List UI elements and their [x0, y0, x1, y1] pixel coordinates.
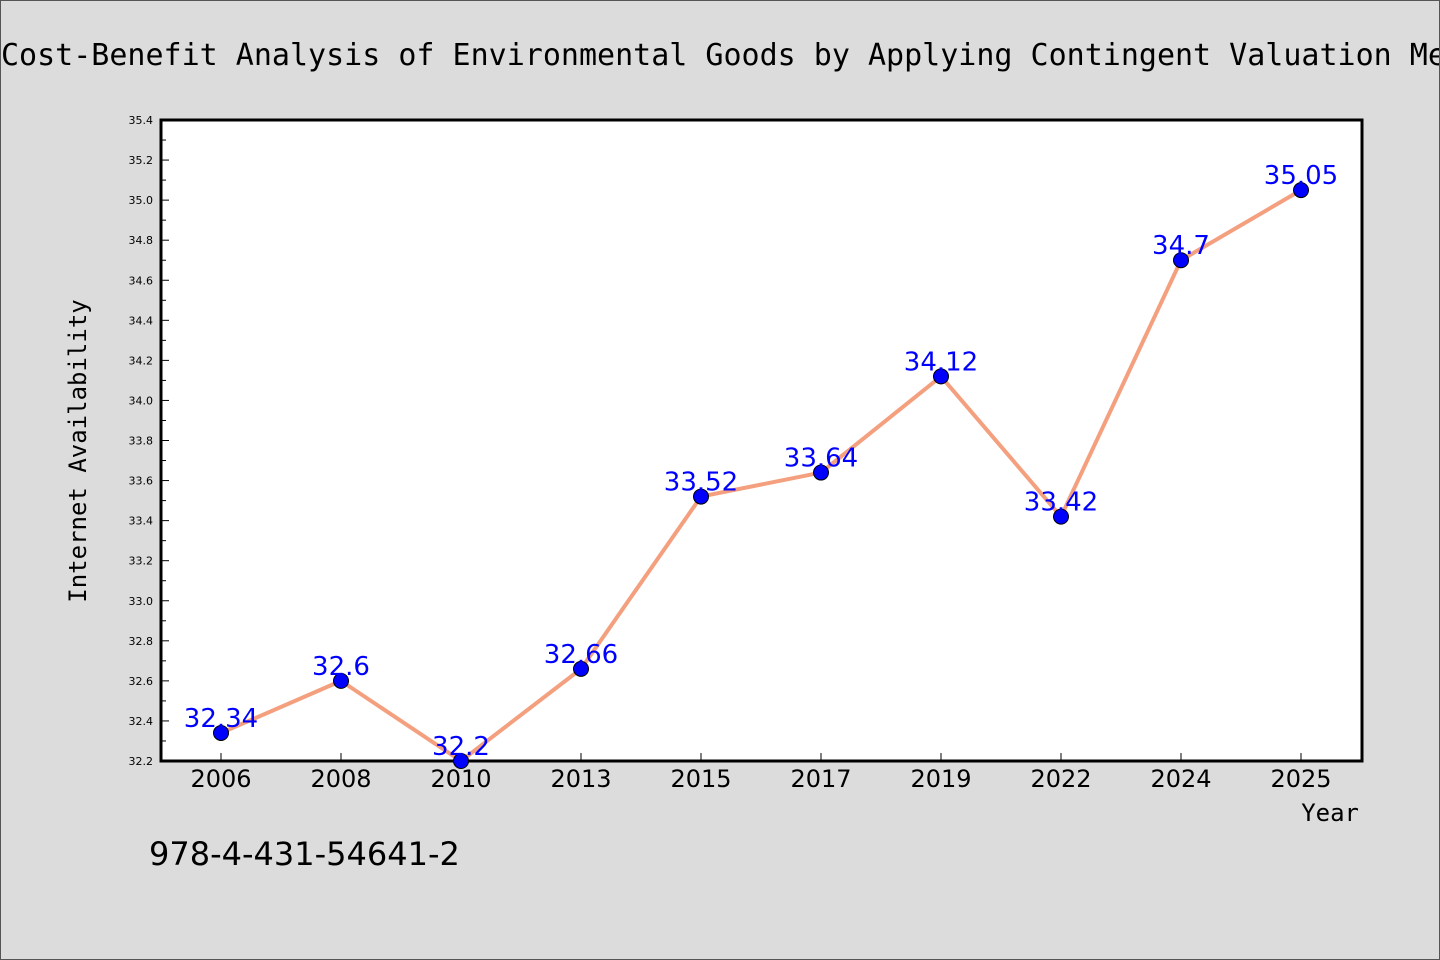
y-tick-label: 35.4: [129, 114, 154, 127]
data-point: [1053, 508, 1069, 525]
x-tick-label: 2006: [190, 765, 251, 793]
data-labels-group: 32.34 32.6 32.2 32.66 33.52 33.64 34.12 33.42 34…: [184, 161, 1338, 762]
x-tick-label: 2025: [1270, 765, 1331, 793]
chart-title: Cost-Benefit Analysis of Environmental G…: [1, 38, 1439, 73]
x-tick-label: 2015: [670, 765, 731, 793]
data-label: 34.7: [1152, 231, 1210, 261]
y-tick-label: 34.2: [129, 354, 154, 367]
y-tick-label: 34.0: [129, 394, 154, 407]
y-tick-label: 33.0: [129, 595, 154, 608]
series-line-group: [220, 188, 1303, 763]
y-tick-label: 32.8: [129, 635, 154, 648]
data-point: [213, 724, 229, 741]
series-line: [220, 188, 1303, 763]
y-tick-label: 34.8: [129, 234, 154, 247]
y-tick-label: 35.2: [129, 154, 154, 167]
x-tick-label: 2008: [310, 765, 371, 793]
x-axis: 2006 2008 2010 2013 2015 2017 2019 2022 2024 2025: [190, 753, 1332, 793]
data-point: [333, 672, 349, 689]
y-axis-label: Internet Availability: [64, 299, 92, 602]
x-axis-label: Year: [1301, 799, 1359, 827]
x-tick-label: 2019: [910, 765, 971, 793]
y-tick-label: 33.8: [129, 435, 154, 448]
data-label: 32.34: [184, 704, 258, 734]
plot-area: [159, 118, 1364, 763]
data-label: 32.66: [544, 640, 618, 670]
data-point: [573, 660, 589, 677]
data-point: [1173, 252, 1189, 269]
x-tick-label: 2013: [550, 765, 611, 793]
y-tick-label: 34.6: [129, 274, 154, 287]
y-tick-label: 34.4: [129, 314, 154, 327]
data-point: [933, 368, 949, 385]
y-tick-label: 33.6: [129, 475, 154, 488]
x-tick-label: 2024: [1150, 765, 1211, 793]
data-label: 32.6: [312, 652, 370, 682]
data-label: 33.64: [784, 444, 858, 474]
y-tick-label: 33.2: [129, 555, 154, 568]
markers-group: [213, 182, 1309, 769]
data-label: 34.12: [904, 347, 978, 377]
data-point: [453, 753, 469, 769]
y-tick-label: 32.2: [129, 755, 154, 768]
data-label: 33.52: [664, 468, 738, 498]
data-point: [1293, 182, 1309, 199]
y-tick-label: 33.4: [129, 515, 154, 528]
y-tick-label: 32.4: [129, 715, 154, 728]
x-tick-label: 2022: [1030, 765, 1091, 793]
data-point: [813, 464, 829, 481]
y-tick-label: 35.0: [129, 194, 154, 207]
x-tick-label: 2017: [790, 765, 851, 793]
y-tick-label: 32.6: [129, 675, 154, 688]
x-tick-label: 2010: [430, 765, 491, 793]
y-axis: 32.2 32.4 32.6 32.8 33.0 33.2 33.4 33.6 33.8 34.0…: [129, 114, 169, 768]
isbn-text: 978-4-431-54641-2: [149, 835, 460, 873]
data-label: 32.2: [432, 732, 490, 762]
data-label: 35.05: [1264, 161, 1338, 191]
data-label: 33.42: [1024, 488, 1098, 518]
data-point: [693, 488, 709, 505]
